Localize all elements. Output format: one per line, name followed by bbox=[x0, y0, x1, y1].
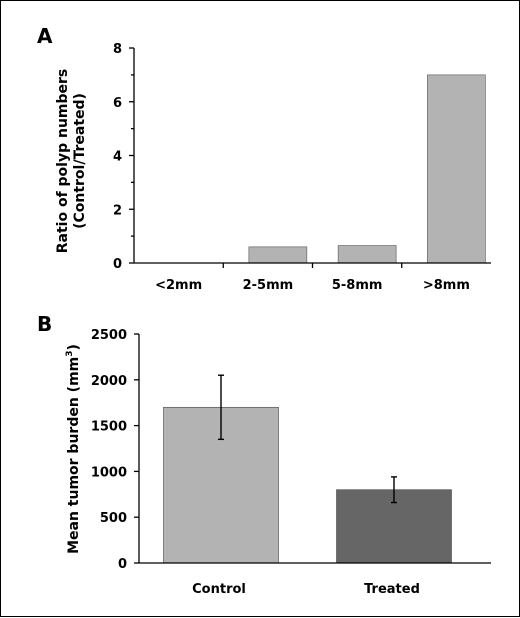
panel-a: A Ratio of polyp numbers (Control/Treate… bbox=[37, 24, 491, 293]
panel-b-y-tick-label: 0 bbox=[118, 557, 127, 572]
panel-b-error-bars bbox=[218, 374, 397, 504]
panel-a-ylabel-line1: Ratio of polyp numbers bbox=[55, 69, 71, 254]
panel-a-bars bbox=[248, 74, 486, 264]
panel-b-ylabel-sup: 3 bbox=[65, 350, 75, 356]
panel-b-category-label: Control bbox=[192, 582, 246, 597]
panel-a-bar bbox=[248, 246, 308, 264]
panel-b-y-ticks: 0 500 1000 1500 2000 2500 bbox=[91, 328, 139, 572]
panel-b-y-tick-label: 500 bbox=[100, 511, 127, 526]
panel-a-y-tick-label: 6 bbox=[113, 96, 122, 111]
panel-b-y-tick-label: 2500 bbox=[91, 328, 127, 343]
panel-a-y-tick-label: 8 bbox=[113, 42, 122, 57]
panel-a-y-ticks: 0 2 4 6 8 bbox=[113, 42, 134, 272]
panel-b-ylabel-close: ) bbox=[66, 344, 82, 350]
panel-b-ylabel: Mean tumor burden (mm3) bbox=[65, 344, 82, 554]
panel-b-letter: B bbox=[37, 312, 52, 336]
panel-a-letter: A bbox=[37, 24, 53, 48]
panel-b-bars bbox=[163, 406, 452, 564]
panel-a-category-label: 5-8mm bbox=[332, 278, 383, 293]
panel-b-category-label: Treated bbox=[364, 582, 420, 597]
panel-b-ylabel-main: Mean tumor burden (mm bbox=[66, 357, 82, 554]
panel-a-bar bbox=[427, 74, 486, 264]
panel-a-y-tick-label: 2 bbox=[113, 203, 122, 218]
panel-a-category-label: <2mm bbox=[155, 278, 202, 293]
panel-a-ylabel: Ratio of polyp numbers (Control/Treated) bbox=[55, 69, 88, 254]
panel-b-categories: Control Treated bbox=[192, 582, 420, 597]
panel-a-y-tick-label: 4 bbox=[113, 150, 122, 165]
panel-a-ylabel-line2: (Control/Treated) bbox=[72, 93, 88, 229]
panel-b-y-tick-label: 2000 bbox=[91, 374, 127, 389]
panel-a-y-tick-label: 0 bbox=[113, 257, 122, 272]
panel-b-y-tick-label: 1000 bbox=[91, 465, 127, 480]
panel-a-bar bbox=[337, 245, 397, 264]
panel-a-category-label: 2-5mm bbox=[243, 278, 294, 293]
panel-b: B Mean tumor burden (mm3) 0 500 1000 1500 20… bbox=[37, 312, 491, 597]
panel-a-categories: <2mm 2-5mm 5-8mm >8mm bbox=[155, 263, 470, 293]
panel-a-category-label: >8mm bbox=[423, 278, 470, 293]
panel-b-y-tick-label: 1500 bbox=[91, 420, 127, 435]
